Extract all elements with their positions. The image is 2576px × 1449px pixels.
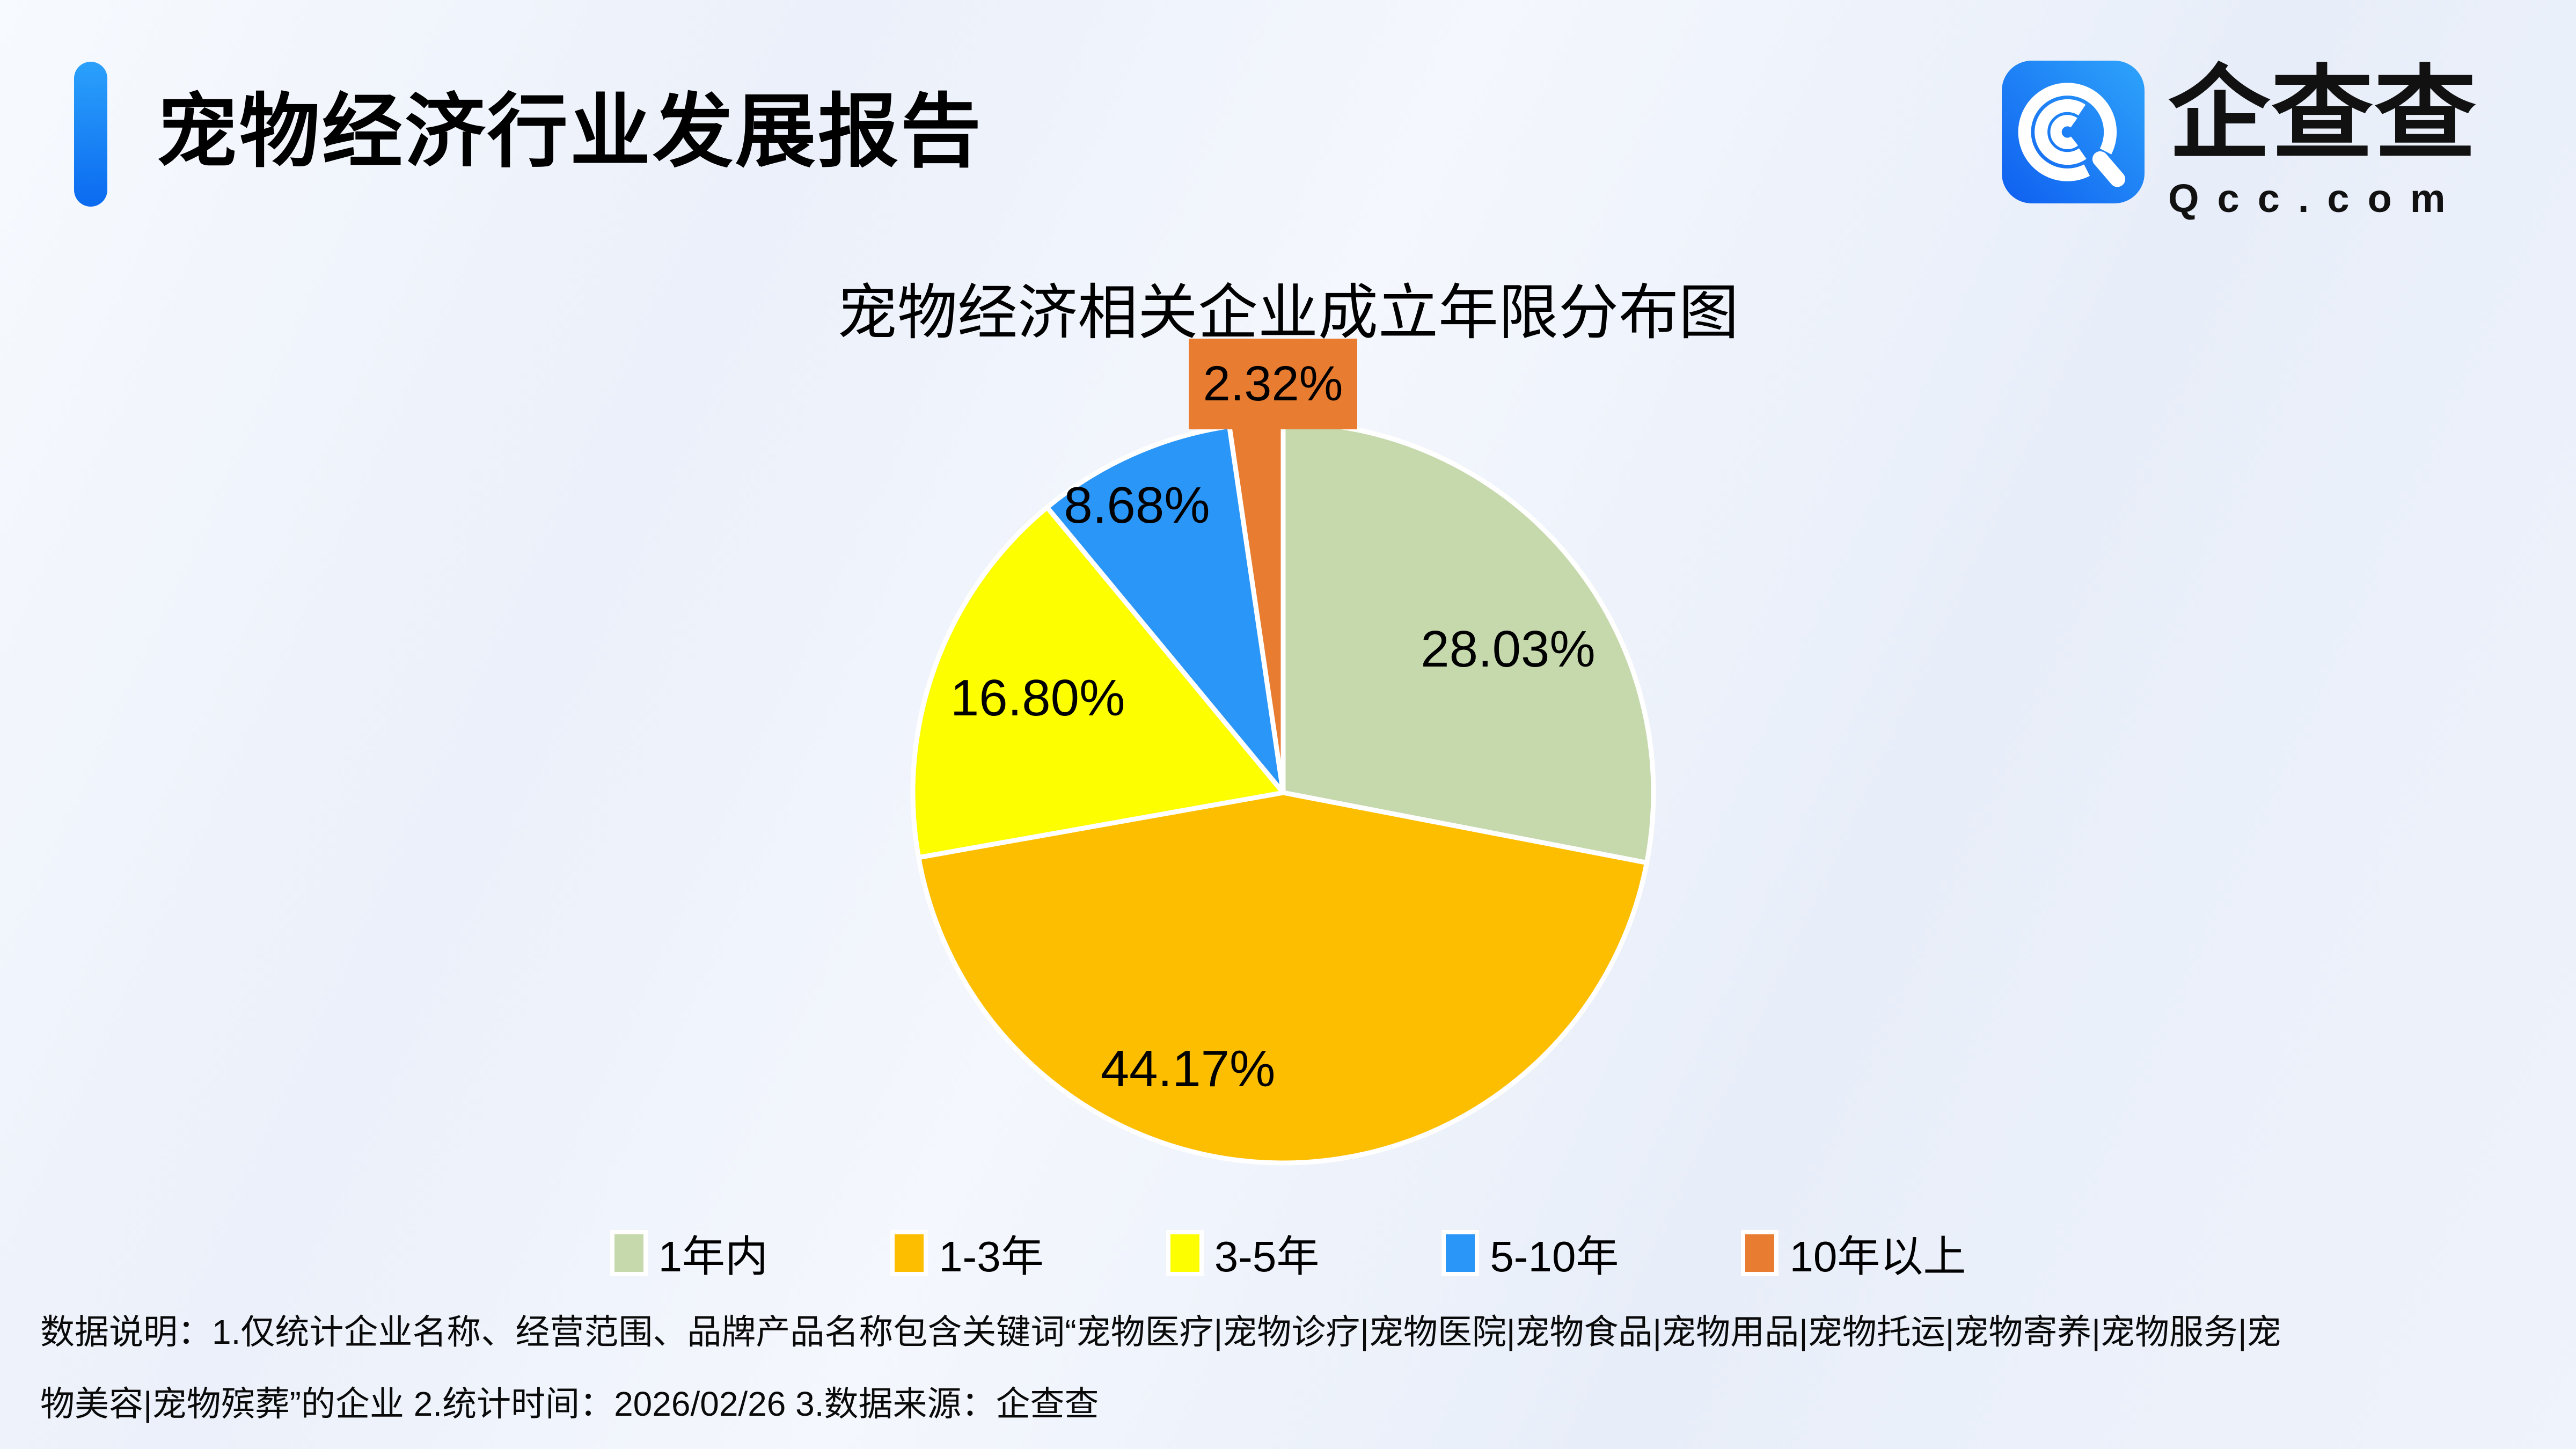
slice-label-3: 8.68% [1064, 477, 1210, 535]
legend-label-3: 5-10年 [1490, 1233, 1619, 1280]
legend-swatch-4 [1741, 1230, 1779, 1276]
legend-item-0[interactable]: 1年内 [610, 1222, 769, 1284]
logo-name: 企查查 [2168, 57, 2478, 171]
pie-slice-3[interactable] [1044, 423, 1286, 795]
qcc-logo: 企查查 Qcc.com [2002, 61, 2477, 221]
legend-label-2: 3-5年 [1214, 1233, 1320, 1280]
slice-label-1: 44.17% [1100, 1040, 1276, 1098]
legend-label-4: 10年以上 [1789, 1233, 1966, 1280]
chart-title: 宠物经济相关企业成立年限分布图 [837, 279, 1739, 346]
legend-swatch-3 [1441, 1230, 1480, 1276]
legend-item-4[interactable]: 10年以上 [1741, 1222, 1966, 1284]
legend-swatch-2 [1166, 1230, 1204, 1276]
data-notes-line2: 物美容|宠物殡葬”的企业 2.统计时间：2026/02/26 3.数据来源：企查… [40, 1385, 1099, 1423]
qcc-magnifier-icon [2002, 61, 2145, 203]
chart-legend: 1年内 1-3年 3-5年 5-10年 10年以上 [0, 1216, 2576, 1291]
pie-slice-1[interactable] [916, 790, 1650, 1166]
legend-label-1: 1-3年 [939, 1233, 1044, 1280]
legend-item-3[interactable]: 5-10年 [1441, 1222, 1619, 1284]
legend-swatch-1 [890, 1230, 928, 1276]
data-notes: 数据说明：1.仅统计企业名称、经营范围、品牌产品名称包含关键词“宠物医疗|宠物诊… [40, 1296, 2563, 1440]
logo-domain: Qcc.com [2168, 176, 2464, 221]
data-notes-line1: 数据说明：1.仅统计企业名称、经营范围、品牌产品名称包含关键词“宠物医疗|宠物诊… [40, 1313, 2281, 1351]
qcc-logo-text: 企查查 Qcc.com [2168, 61, 2477, 221]
pie-slice-0[interactable] [1280, 420, 1656, 866]
pie-slice-2[interactable] [910, 504, 1286, 860]
legend-item-2[interactable]: 3-5年 [1166, 1222, 1320, 1284]
slice-label-0: 28.03% [1421, 620, 1596, 678]
title-accent-bar [74, 62, 107, 207]
legend-label-0: 1年内 [658, 1233, 769, 1280]
pie-chart: 28.03% 44.17% 16.80% 8.68% 2.32% [908, 339, 1659, 1168]
legend-item-1[interactable]: 1-3年 [890, 1222, 1044, 1284]
slice-label-2: 16.80% [950, 669, 1125, 727]
pie-svg [910, 420, 1656, 1166]
legend-swatch-0 [610, 1230, 648, 1276]
page-title: 宠物经济行业发展报告 [157, 86, 984, 177]
callout-label-10年以上: 2.32% [1189, 339, 1357, 429]
